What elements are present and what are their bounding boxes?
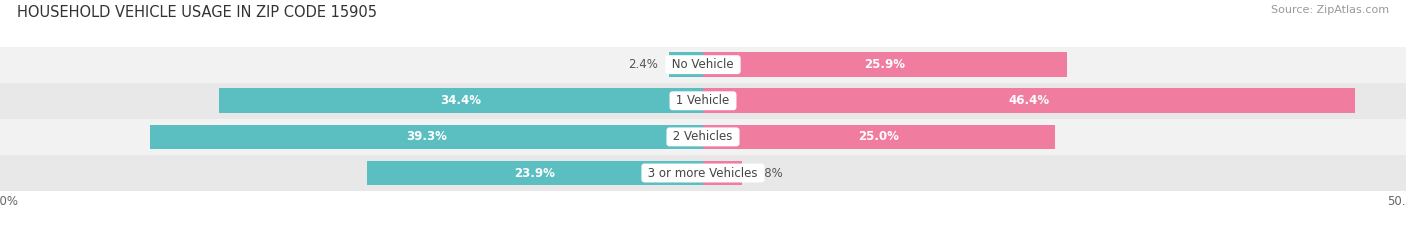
Text: 23.9%: 23.9% (515, 167, 555, 179)
Bar (0, 83, 1406, 119)
Bar (703, 161, 742, 185)
Bar (0, 155, 1406, 191)
Bar (703, 125, 1054, 149)
Text: HOUSEHOLD VEHICLE USAGE IN ZIP CODE 15905: HOUSEHOLD VEHICLE USAGE IN ZIP CODE 1590… (17, 5, 377, 20)
Bar (150, 125, 703, 149)
Text: 34.4%: 34.4% (440, 94, 482, 107)
Text: 25.9%: 25.9% (865, 58, 905, 71)
Text: 46.4%: 46.4% (1008, 94, 1050, 107)
Text: 2.4%: 2.4% (628, 58, 658, 71)
Bar (703, 89, 1355, 113)
Text: 1 Vehicle: 1 Vehicle (672, 94, 734, 107)
Text: 25.0%: 25.0% (858, 130, 900, 143)
Bar (703, 52, 1067, 77)
Bar (669, 52, 703, 77)
Text: 2.8%: 2.8% (754, 167, 783, 179)
Text: 2 Vehicles: 2 Vehicles (669, 130, 737, 143)
Text: 39.3%: 39.3% (406, 130, 447, 143)
Text: No Vehicle: No Vehicle (668, 58, 738, 71)
Text: Source: ZipAtlas.com: Source: ZipAtlas.com (1271, 5, 1389, 15)
Bar (219, 89, 703, 113)
Bar (0, 47, 1406, 83)
Text: 3 or more Vehicles: 3 or more Vehicles (644, 167, 762, 179)
Bar (367, 161, 703, 185)
Bar (0, 119, 1406, 155)
